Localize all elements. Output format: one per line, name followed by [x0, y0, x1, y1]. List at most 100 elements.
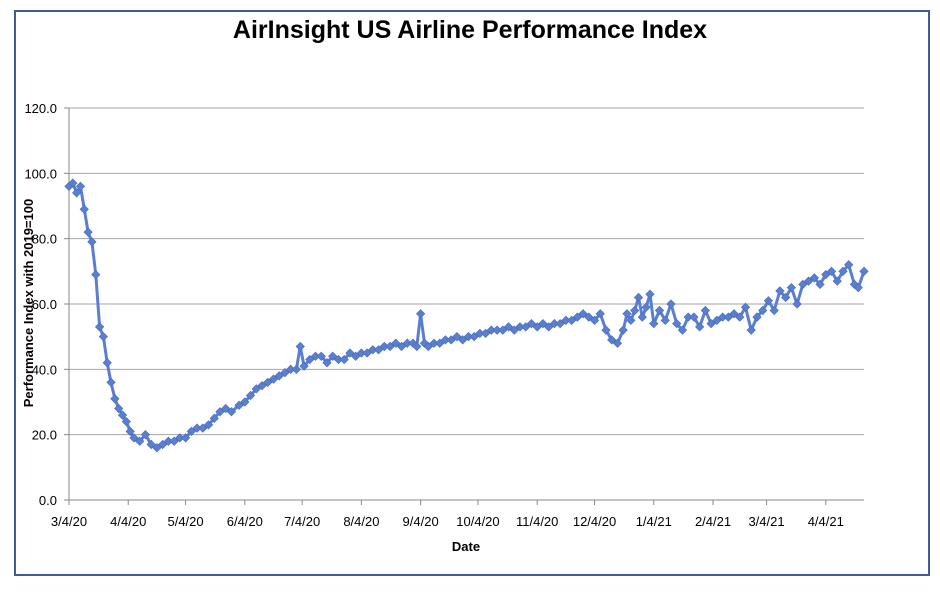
- data-point: [180, 433, 191, 443]
- data-point: [68, 178, 78, 188]
- data-point: [626, 315, 636, 325]
- data-point: [198, 423, 208, 433]
- data-point: [257, 381, 267, 391]
- data-point: [240, 397, 250, 407]
- data-point: [328, 351, 338, 361]
- x-tick-label: 11/4/20: [516, 514, 558, 529]
- data-point: [792, 299, 802, 309]
- data-point: [114, 403, 124, 414]
- data-point: [595, 309, 605, 319]
- y-tick-label: 0.0: [39, 493, 57, 508]
- data-point: [106, 377, 116, 388]
- data-point: [752, 312, 762, 322]
- data-point: [121, 416, 131, 427]
- data-point: [299, 361, 309, 371]
- data-point: [637, 312, 647, 322]
- data-point: [672, 318, 682, 329]
- data-point: [786, 283, 797, 293]
- data-point: [622, 309, 632, 319]
- data-point: [589, 315, 600, 325]
- y-tick-label: 100.0: [24, 166, 57, 181]
- data-point: [203, 420, 214, 430]
- data-point: [838, 266, 848, 276]
- data-point: [633, 292, 644, 303]
- data-point: [677, 325, 688, 335]
- data-point: [826, 266, 837, 276]
- data-point: [251, 384, 261, 394]
- gridlines: [64, 107, 864, 501]
- y-tick-label: 120.0: [24, 101, 57, 116]
- data-point: [83, 227, 93, 237]
- data-point: [385, 341, 395, 352]
- x-tick-label: 2/4/21: [695, 514, 731, 529]
- x-tick-label: 12/4/20: [573, 514, 616, 529]
- data-point: [129, 433, 139, 443]
- data-point: [351, 351, 361, 361]
- data-point: [423, 341, 433, 352]
- data-point: [221, 403, 231, 414]
- data-point: [612, 338, 623, 348]
- data-point: [758, 305, 768, 316]
- data-point: [469, 332, 479, 342]
- data-point: [263, 377, 273, 388]
- data-point: [695, 322, 705, 332]
- data-point: [526, 318, 537, 329]
- data-point: [746, 325, 756, 335]
- data-point: [339, 354, 349, 365]
- data-point: [391, 338, 401, 348]
- data-point: [75, 181, 86, 192]
- data-point: [87, 237, 97, 247]
- x-tick-label: 10/4/20: [456, 514, 499, 529]
- data-point: [416, 309, 426, 319]
- data-point: [584, 312, 594, 322]
- data-point: [654, 305, 665, 316]
- data-point: [498, 325, 508, 335]
- data-point: [412, 341, 422, 352]
- x-tick-label: 3/4/21: [748, 514, 784, 529]
- data-point: [322, 358, 332, 368]
- data-point: [689, 312, 699, 322]
- data-point: [125, 426, 135, 437]
- data-point: [79, 204, 89, 214]
- data-point: [94, 322, 105, 332]
- data-point: [538, 318, 548, 329]
- x-tick-label: 9/4/20: [403, 514, 439, 529]
- data-point: [268, 374, 279, 384]
- data-point: [641, 302, 651, 312]
- x-tick-label: 5/4/20: [167, 514, 203, 529]
- chart-frame: [14, 10, 930, 576]
- data-point: [798, 279, 808, 290]
- data-point: [362, 348, 372, 358]
- data-point: [140, 430, 151, 440]
- x-tick-labels: 3/4/20 4/4/20 5/4/20 6/4/20 7/4/20 8/4/20 9/4/…: [51, 500, 844, 529]
- data-point: [316, 351, 326, 361]
- data-point: [452, 332, 462, 342]
- data-point: [769, 305, 779, 316]
- data-point: [305, 354, 315, 365]
- data-point: [578, 309, 588, 319]
- data-point: [853, 283, 863, 293]
- y-tick-labels: 0.0 20.0 40.0 60.0 80.0 100.0 120.0: [24, 101, 57, 508]
- data-point: [102, 358, 112, 368]
- x-tick-label: 4/4/20: [110, 514, 146, 529]
- data-point: [660, 315, 670, 325]
- data-point: [509, 325, 519, 335]
- data-point: [295, 341, 305, 352]
- data-point: [815, 279, 825, 290]
- data-point: [763, 296, 774, 306]
- data-point: [226, 407, 237, 417]
- data-point: [700, 305, 711, 316]
- data-point: [345, 348, 355, 358]
- y-tick-label: 20.0: [32, 428, 57, 443]
- data-point: [98, 332, 109, 342]
- data-point: [803, 276, 814, 286]
- data-point: [215, 407, 225, 417]
- data-point: [446, 335, 456, 345]
- x-axis-title: Date: [452, 539, 480, 554]
- data-point: [572, 312, 582, 322]
- data-point: [809, 273, 819, 283]
- data-point: [245, 390, 256, 401]
- data-point: [666, 299, 676, 309]
- data-point: [158, 439, 168, 450]
